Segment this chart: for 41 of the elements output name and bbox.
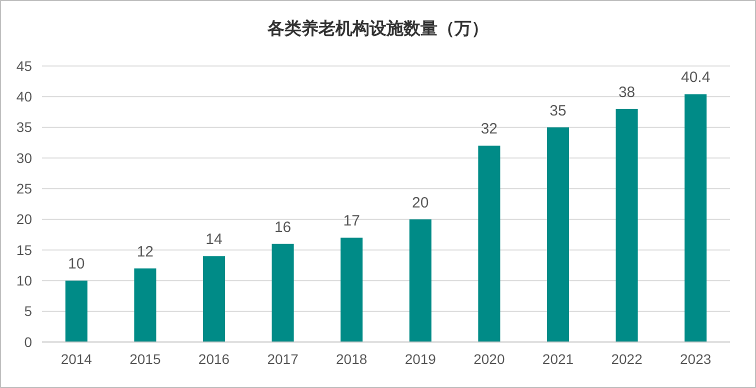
- y-tick-label: 35: [16, 119, 32, 136]
- data-label: 17: [343, 212, 360, 230]
- bar: [272, 244, 294, 342]
- bar: [340, 238, 363, 342]
- x-tick-label: 2016: [198, 351, 230, 367]
- data-label: 16: [274, 218, 292, 236]
- y-tick-label: 40: [16, 88, 32, 105]
- data-label: 20: [412, 194, 429, 212]
- bar: [134, 268, 156, 342]
- x-tick-label: 2017: [267, 351, 299, 367]
- bar: [616, 108, 638, 342]
- data-label: 10: [68, 256, 85, 273]
- chart-title: 各类养老机构设施数量（万）: [266, 19, 488, 39]
- x-tick-label: 2023: [680, 351, 712, 367]
- x-tick-label: 2019: [404, 351, 436, 367]
- data-label: 40.4: [681, 69, 710, 86]
- y-tick-label: 15: [16, 242, 32, 258]
- data-label: 14: [206, 231, 222, 248]
- data-label: 35: [550, 102, 566, 120]
- y-tick-label: 45: [16, 58, 32, 74]
- x-tick-label: 2021: [542, 351, 574, 367]
- y-tick-label: 20: [16, 211, 32, 228]
- x-tick-label: 2015: [130, 351, 161, 367]
- bar: [65, 280, 88, 342]
- x-tick-label: 2020: [474, 351, 505, 367]
- bar: [478, 146, 500, 342]
- y-tick-label: 10: [16, 272, 32, 289]
- y-tick-label: 0: [24, 334, 32, 350]
- x-tick-label: 2018: [336, 351, 368, 367]
- y-tick-label: 25: [16, 180, 32, 197]
- y-tick-label: 30: [16, 150, 32, 166]
- bar: [684, 94, 707, 342]
- bar: [546, 127, 570, 342]
- bar: [202, 256, 226, 342]
- x-tick-label: 2022: [611, 351, 643, 367]
- x-tick-label: 2014: [60, 351, 92, 367]
- bar: [409, 219, 432, 342]
- data-label: 32: [480, 120, 498, 138]
- data-label: 12: [136, 243, 154, 260]
- data-label: 38: [618, 84, 636, 101]
- y-tick-label: 5: [24, 303, 32, 320]
